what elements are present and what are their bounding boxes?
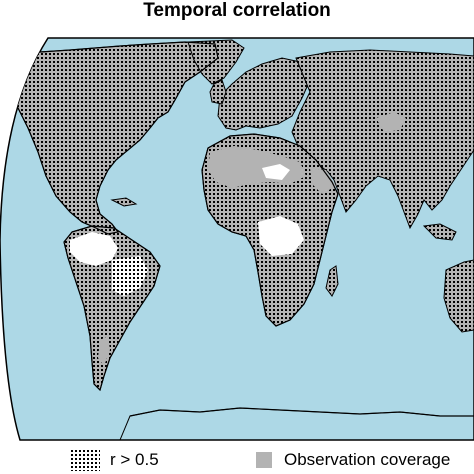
- no-data-amazon: [70, 232, 118, 266]
- stipple-pattern-icon: [70, 449, 100, 471]
- legend-item-coverage: Observation coverage: [256, 448, 474, 472]
- coverage-patagonia: [98, 336, 110, 366]
- legend-label-coverage: Observation coverage: [284, 450, 451, 469]
- map-title: Temporal correlation: [143, 0, 331, 21]
- coverage-arabia: [310, 168, 336, 194]
- australia: [443, 259, 474, 333]
- legend-label-correlation: r > 0.5: [110, 450, 159, 469]
- greenland: [187, 39, 245, 85]
- grey-square-icon: [256, 452, 272, 468]
- southeast-asia-islands: [422, 223, 457, 241]
- madagascar: [325, 265, 339, 297]
- no-data-sahara: [262, 164, 290, 180]
- british-isles: [209, 79, 227, 105]
- caribbean-islands: [110, 197, 138, 207]
- legend-item-correlation: r > 0.5: [70, 448, 159, 472]
- no-data-central-africa: [258, 216, 304, 256]
- coverage-central-asia: [376, 112, 406, 132]
- stipple-south-america-east: [112, 256, 148, 296]
- europe: [217, 57, 311, 131]
